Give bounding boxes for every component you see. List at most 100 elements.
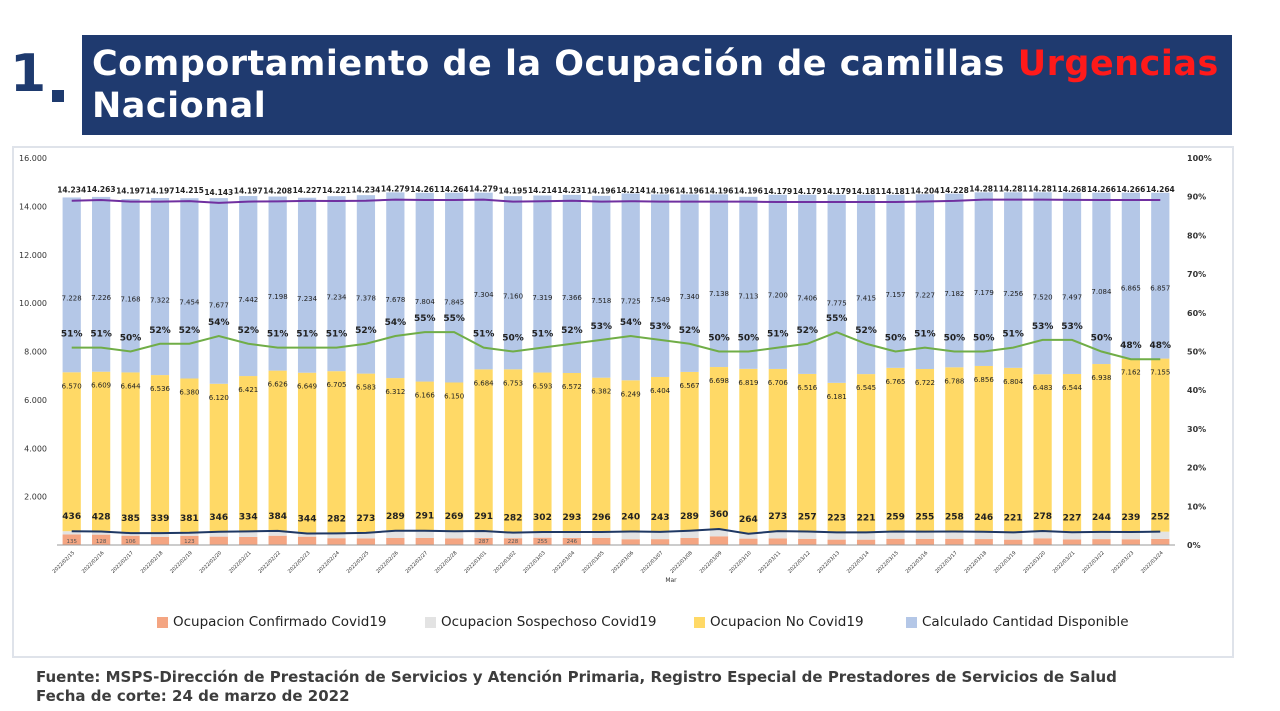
total-label: 14.268 bbox=[1058, 185, 1087, 194]
slide-number-dot bbox=[52, 90, 64, 102]
bar-confirmado bbox=[415, 537, 434, 545]
bar-disponible bbox=[1092, 192, 1111, 365]
bar-confirmado bbox=[680, 538, 699, 545]
x-tick-label: 2022/02/22 bbox=[257, 550, 282, 575]
total-label: 14.231 bbox=[557, 186, 586, 195]
bar-disponible bbox=[474, 192, 493, 370]
bar-disponible bbox=[1062, 192, 1082, 374]
bar-disponible bbox=[856, 194, 876, 375]
bar-no-covid bbox=[709, 367, 729, 530]
total-label: 14.214 bbox=[528, 186, 557, 195]
total-label: 14.264 bbox=[1146, 185, 1175, 194]
bar-confirmado bbox=[503, 538, 523, 545]
x-tick-label: 2022/02/26 bbox=[375, 550, 400, 575]
bar-no-covid bbox=[1062, 373, 1082, 533]
bar-sospechoso bbox=[1004, 532, 1023, 540]
disponible-label: 7.319 bbox=[532, 294, 552, 302]
bar-no-covid bbox=[1121, 358, 1140, 532]
confirmado-label: 334 bbox=[239, 512, 258, 522]
y-tick-label: 12.000 bbox=[19, 251, 47, 260]
x-tick-label: 2022/02/27 bbox=[405, 550, 430, 575]
bar-no-covid bbox=[474, 369, 493, 532]
disponible-label: 6.857 bbox=[1150, 285, 1170, 293]
y-tick-label: 2.000 bbox=[24, 493, 47, 502]
x-tick-label: 2022/03/02 bbox=[493, 550, 518, 575]
disponible-label: 7.322 bbox=[150, 296, 170, 304]
percent-label: 52% bbox=[855, 326, 877, 336]
no-covid-label: 6.644 bbox=[121, 382, 142, 390]
bar-no-covid bbox=[739, 368, 758, 534]
percent-label: 50% bbox=[120, 334, 142, 344]
percent-label: 53% bbox=[1061, 322, 1083, 332]
percent-label: 48% bbox=[1150, 341, 1172, 351]
bar-no-covid bbox=[621, 380, 640, 532]
bar-sospechoso bbox=[503, 532, 523, 539]
no-covid-label: 6.819 bbox=[738, 379, 758, 387]
bar-no-covid bbox=[62, 372, 81, 532]
percent-label: 55% bbox=[443, 314, 465, 324]
percent-label: 50% bbox=[708, 334, 730, 344]
confirmado-label: 291 bbox=[415, 512, 434, 522]
disponible-label: 7.168 bbox=[121, 295, 141, 303]
bar-sospechoso bbox=[709, 529, 729, 537]
bar-confirmado bbox=[268, 535, 287, 545]
bar-disponible bbox=[445, 192, 464, 383]
x-tick-label: 2022/03/01 bbox=[463, 550, 488, 575]
bar-disponible bbox=[386, 192, 405, 379]
bar-confirmado bbox=[945, 538, 964, 545]
disponible-label: 7.113 bbox=[738, 292, 758, 300]
confirmado-label: 360 bbox=[710, 510, 729, 520]
sospechoso-label: 135 bbox=[66, 539, 77, 545]
total-label: 14.263 bbox=[87, 185, 116, 194]
bar-sospechoso bbox=[533, 532, 552, 538]
percent-label: 50% bbox=[1091, 334, 1113, 344]
total-label: 14.221 bbox=[322, 186, 351, 195]
no-covid-label: 6.312 bbox=[385, 388, 405, 396]
bar-sospechoso bbox=[592, 532, 611, 538]
disponible-label: 7.234 bbox=[326, 293, 347, 301]
confirmado-label: 264 bbox=[739, 515, 758, 525]
x-tick-label: 2022/02/18 bbox=[140, 550, 165, 575]
no-covid-label: 6.382 bbox=[591, 388, 611, 396]
disponible-label: 7.228 bbox=[62, 295, 82, 303]
bar-disponible bbox=[621, 193, 640, 381]
disponible-label: 7.304 bbox=[474, 291, 495, 299]
x-tick-label: 2022/03/09 bbox=[699, 550, 724, 575]
bar-confirmado bbox=[239, 536, 258, 545]
disponible-label: 7.179 bbox=[974, 289, 994, 297]
y2-tick-label: 80% bbox=[1187, 231, 1206, 240]
y2-tick-label: 60% bbox=[1187, 309, 1206, 318]
bar-sospechoso bbox=[739, 533, 758, 539]
total-label: 14.204 bbox=[910, 186, 939, 195]
no-covid-label: 6.698 bbox=[709, 377, 729, 385]
bar-disponible bbox=[886, 194, 905, 368]
percent-label: 51% bbox=[473, 330, 495, 340]
no-covid-label: 6.120 bbox=[209, 394, 229, 402]
no-covid-label: 6.938 bbox=[1091, 374, 1111, 382]
bar-sospechoso bbox=[945, 531, 964, 539]
bar-no-covid bbox=[92, 371, 111, 532]
percent-label: 51% bbox=[326, 330, 348, 340]
percent-label: 54% bbox=[620, 318, 642, 328]
bar-no-covid bbox=[445, 382, 464, 532]
total-label: 14.266 bbox=[1116, 185, 1145, 194]
no-covid-label: 6.706 bbox=[768, 379, 789, 387]
bar-sospechoso bbox=[974, 531, 993, 540]
bar-sospechoso bbox=[1151, 531, 1170, 539]
bar-no-covid bbox=[1092, 364, 1111, 532]
percent-label: 50% bbox=[885, 334, 907, 344]
legend-item-sospechoso: Ocupacion Sospechoso Covid19 bbox=[425, 614, 656, 630]
bar-sospechoso bbox=[827, 532, 846, 540]
x-tick-label: 2022/03/24 bbox=[1140, 550, 1165, 575]
bar-sospechoso bbox=[621, 531, 640, 540]
disponible-label: 7.677 bbox=[209, 302, 229, 310]
bar-no-covid bbox=[121, 372, 140, 534]
total-line bbox=[71, 198, 1161, 204]
percent-label: 51% bbox=[296, 330, 318, 340]
confirmado-label: 278 bbox=[1033, 512, 1052, 522]
disponible-label: 7.160 bbox=[503, 292, 523, 300]
bar-confirmado bbox=[1062, 539, 1082, 545]
confirmado-label: 239 bbox=[1121, 513, 1140, 523]
confirmado-label: 273 bbox=[357, 514, 376, 524]
sospechoso-label: 128 bbox=[96, 539, 107, 545]
